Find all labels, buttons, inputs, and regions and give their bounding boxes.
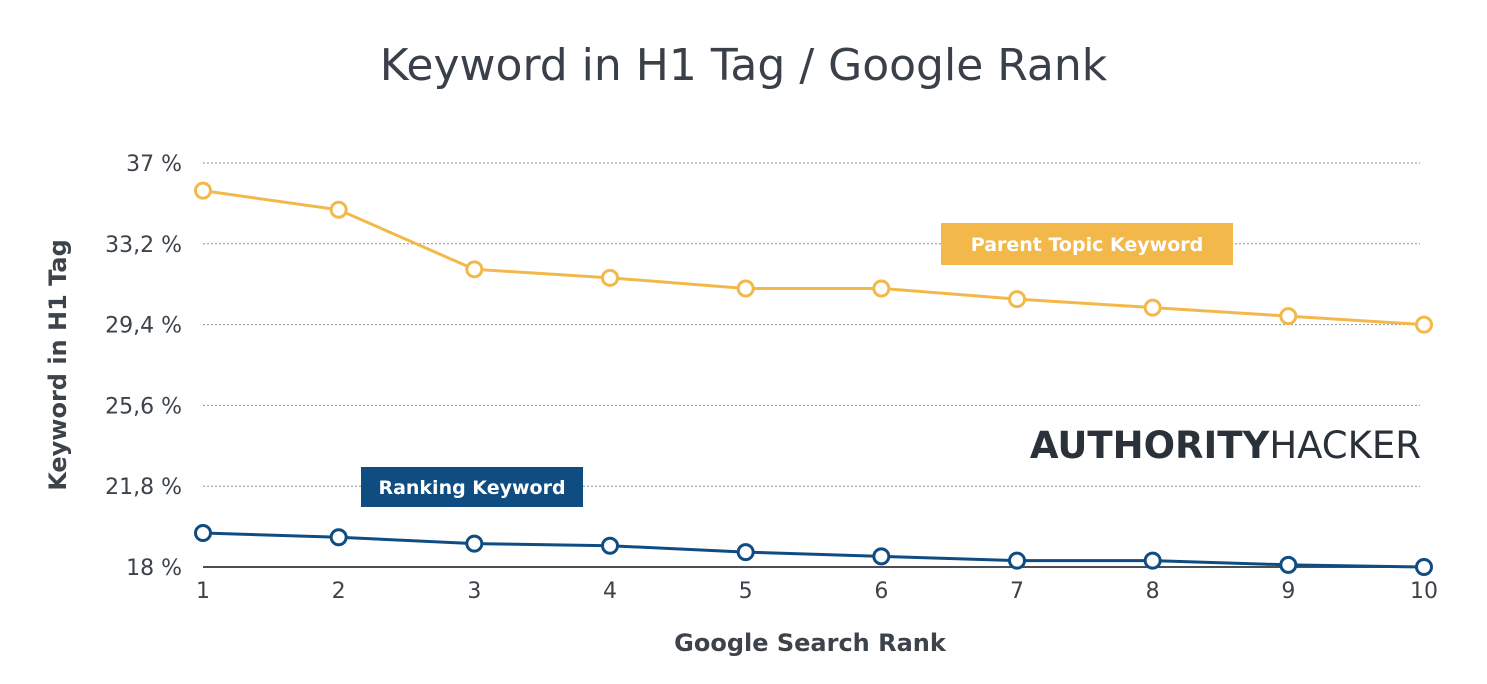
series-label: Ranking Keyword (378, 477, 565, 499)
y-axis-label: Keyword in H1 Tag (44, 239, 72, 491)
x-tick-label: 8 (1146, 579, 1160, 604)
series-labels: Parent Topic Keyword Ranking Keyword (361, 223, 1233, 507)
data-point (329, 200, 348, 219)
chart-title: Keyword in H1 Tag / Google Rank (379, 40, 1108, 91)
y-tick-label: 33,2 % (105, 233, 182, 258)
brand-logo-bold: AUTHORITY (1029, 424, 1270, 467)
data-point (1415, 315, 1433, 334)
x-tick-label: 7 (1010, 579, 1024, 604)
x-tick-label: 6 (874, 579, 888, 604)
x-tick-label: 2 (332, 579, 346, 604)
series-group (194, 181, 1433, 576)
data-point (736, 543, 755, 562)
data-point (1143, 298, 1162, 317)
brand-logo: AUTHORITYHACKER (1030, 424, 1421, 467)
data-point (1008, 551, 1026, 570)
data-point (601, 536, 619, 555)
series-label-box (941, 223, 1233, 265)
x-tick-label: 4 (603, 579, 617, 604)
data-point (1415, 558, 1433, 576)
y-tick-label: 18 % (126, 556, 182, 581)
data-point (1279, 555, 1298, 574)
y-tick-label: 37 % (126, 152, 182, 177)
x-tick-label: 10 (1410, 579, 1438, 604)
series-label-box (361, 467, 583, 507)
data-point (872, 547, 891, 566)
x-tick-label: 3 (467, 579, 481, 604)
series-line (202, 531, 1425, 569)
data-point (872, 279, 891, 298)
x-tick-label: 1 (196, 579, 210, 604)
x-tick-labels: 1 2 3 4 5 6 7 8 9 10 (196, 579, 1438, 604)
data-point (1008, 290, 1026, 309)
y-tick-labels: 18 % 21,8 % 25,6 % 29,4 % 33,2 % 37 % (105, 152, 182, 581)
x-tick-label: 5 (739, 579, 753, 604)
grid-lines (203, 162, 1420, 568)
x-axis-label: Google Search Rank (674, 629, 947, 657)
data-point (736, 279, 755, 298)
data-point (1143, 551, 1162, 570)
x-tick-label: 9 (1281, 579, 1295, 604)
series-label: Parent Topic Keyword (971, 234, 1203, 256)
data-point (465, 260, 484, 279)
data-point (194, 181, 212, 200)
data-point (601, 268, 619, 287)
brand-logo-regular: HACKER (1269, 424, 1421, 467)
y-tick-label: 25,6 % (105, 394, 182, 419)
data-point (329, 528, 348, 547)
series-line (202, 189, 1425, 327)
y-tick-label: 21,8 % (105, 475, 182, 500)
y-tick-label: 29,4 % (105, 314, 182, 339)
data-point (194, 523, 212, 542)
data-point (1279, 307, 1298, 326)
data-point (465, 534, 484, 553)
